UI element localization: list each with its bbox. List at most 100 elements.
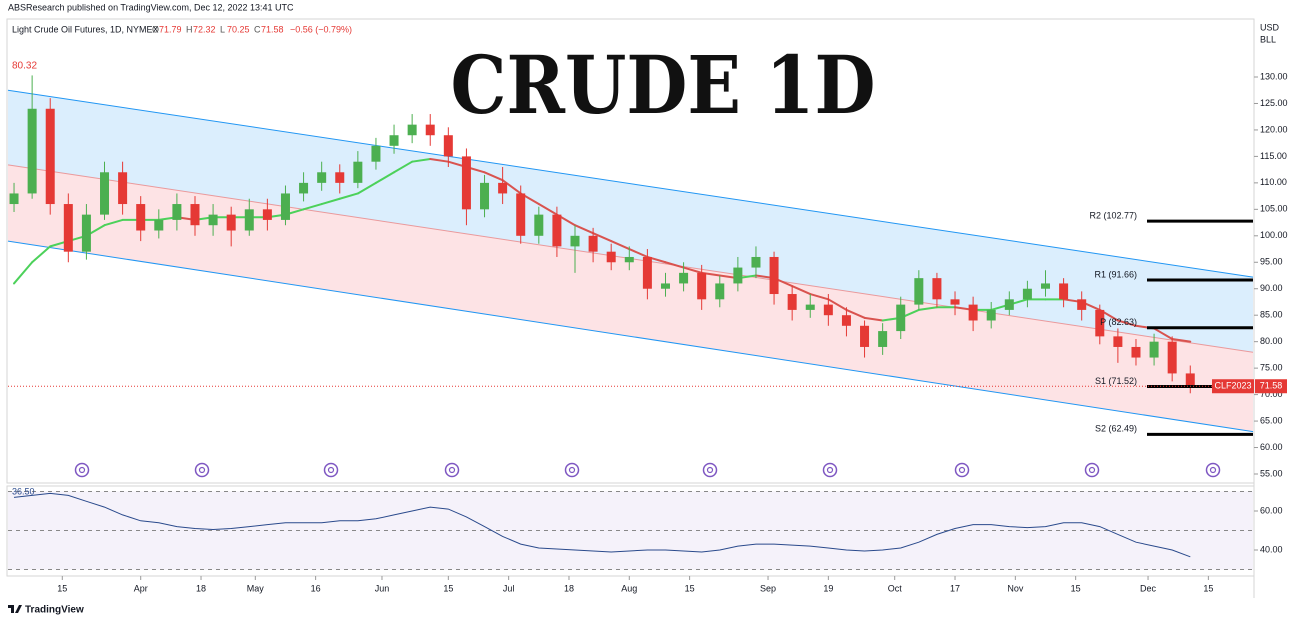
moving-average-segment	[411, 158, 432, 163]
ohlc-key: C	[254, 24, 261, 34]
event-icon-dot	[198, 466, 206, 474]
candle-body	[9, 193, 19, 205]
candle-body	[660, 283, 670, 289]
moving-average-segment	[103, 218, 124, 227]
event-icon-dot	[1209, 466, 1217, 474]
candle-body	[389, 135, 399, 146]
candle-body	[371, 145, 381, 162]
candle-body	[606, 251, 616, 263]
candle-body	[118, 172, 128, 205]
moving-average-segment	[338, 192, 359, 200]
x-tick-label: Aug	[621, 583, 637, 593]
moving-average-segment	[809, 293, 830, 301]
candle-body	[878, 331, 888, 347]
candle-body	[299, 182, 309, 194]
candle-body	[787, 294, 797, 310]
candle-body	[624, 256, 634, 263]
x-tick-label: 15	[1071, 583, 1081, 593]
event-icon	[702, 462, 718, 478]
x-tick-label: Jul	[503, 583, 515, 593]
chart-title: CRUDE 1D	[451, 38, 876, 132]
candle-body	[642, 256, 652, 289]
candle-body	[679, 272, 689, 284]
candle-body	[552, 214, 562, 247]
candle-body	[172, 204, 182, 220]
moving-average-segment	[320, 197, 341, 206]
candle-body	[588, 235, 598, 252]
y-tick-label: 105.00	[1260, 204, 1288, 214]
event-icon	[954, 462, 970, 478]
moving-average-segment	[791, 285, 812, 296]
x-tick-label: Nov	[1007, 583, 1024, 593]
moving-average-segment	[13, 261, 34, 285]
candle-body	[208, 214, 218, 226]
x-tick-label: May	[247, 583, 265, 593]
moving-average-segment	[393, 160, 414, 174]
event-icon-dot	[568, 466, 576, 474]
x-tick-label: 17	[950, 583, 960, 593]
event-icon	[444, 462, 460, 478]
ohlc-key: H	[186, 24, 193, 34]
channel-lower-fill	[8, 164, 1253, 432]
moving-average-segment	[31, 245, 52, 264]
candle-body	[570, 235, 580, 247]
candle-body	[914, 278, 924, 305]
event-icon	[564, 462, 580, 478]
candle-body	[27, 108, 37, 194]
event-icon	[194, 462, 210, 478]
candle-body	[190, 204, 200, 226]
candle-body	[226, 214, 236, 231]
rsi-band	[8, 491, 1253, 570]
candle-body	[480, 182, 490, 210]
moving-average-segment	[863, 316, 884, 322]
event-icon	[1084, 462, 1100, 478]
moving-average-segment	[374, 171, 396, 184]
unit: BLL	[1260, 34, 1276, 44]
candle-body	[823, 304, 833, 316]
candle-body	[1077, 299, 1087, 310]
event-icon	[323, 462, 339, 478]
y-tick-label: 110.00	[1260, 177, 1287, 187]
moving-average-segment	[574, 224, 595, 235]
candle-body	[1149, 341, 1159, 358]
x-tick-label: Jun	[375, 583, 390, 593]
price-tag: 71.58	[1260, 381, 1283, 391]
published-note: ABSResearch published on TradingView.com…	[8, 2, 294, 12]
moving-average-segment	[845, 308, 866, 319]
channel-line	[7, 89, 1254, 278]
candle-body	[136, 204, 146, 231]
ohlc-legend: O 71.79 H 72.32 L 70.25 C 71.58 −0.56 (−0.79%)	[152, 24, 352, 34]
candle-body	[769, 256, 779, 295]
event-icon	[74, 462, 90, 478]
event-icon	[1205, 462, 1221, 478]
candle-body	[1185, 373, 1195, 387]
moving-average-segment	[483, 171, 504, 182]
pivot-label: R2 (102.77)	[1089, 211, 1137, 221]
symbol-name: Light Crude Oil Futures, 1D, NYMEX	[12, 24, 159, 34]
y-tick-label: 130.00	[1260, 71, 1288, 81]
moving-average-segment	[302, 203, 323, 211]
moving-average-segment	[1171, 338, 1192, 343]
candle-body	[425, 124, 435, 136]
candle-body	[498, 182, 508, 194]
candle-body	[317, 172, 327, 183]
candle-body	[244, 209, 254, 231]
moving-average-segment	[917, 306, 938, 311]
event-icon-dot	[826, 466, 834, 474]
y-tick-label: 80.00	[1260, 336, 1283, 346]
x-tick-label: 15	[57, 583, 67, 593]
event-icon-dot	[448, 466, 456, 474]
rsi-tick-label: 40.00	[1260, 544, 1283, 554]
y-tick-label: 75.00	[1260, 363, 1283, 373]
ohlc-value: 72.32	[193, 24, 216, 34]
candle-body	[733, 267, 743, 284]
moving-average-segment	[537, 203, 558, 216]
candle-body	[262, 209, 272, 220]
candle-body	[1113, 336, 1123, 347]
moving-average-segment	[682, 266, 703, 274]
candle-body	[896, 304, 906, 332]
candle-body	[968, 304, 978, 321]
x-tick-label: 18	[196, 583, 206, 593]
